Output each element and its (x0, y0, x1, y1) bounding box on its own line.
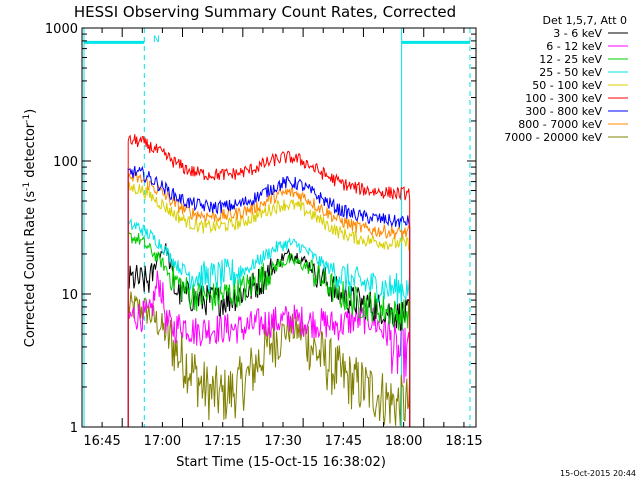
legend-label-6: 300 - 800 keV (525, 105, 602, 118)
x-tick-label: 17:15 (204, 434, 241, 449)
legend-header: Det 1,5,7, Att 0 (543, 14, 627, 27)
timestamp: 15-Oct-2015 20:44 (560, 469, 636, 478)
plot-inner (83, 28, 471, 427)
legend-label-3: 25 - 50 keV (539, 66, 602, 79)
legend-label-5: 100 - 300 keV (525, 92, 602, 105)
y-tick-label: 100 (53, 155, 78, 170)
y-axis: 1 10 100 1000 (45, 22, 476, 436)
y-tick-label: 10 (61, 288, 78, 303)
x-axis: 16:45 17:00 17:15 17:30 17:45 18:00 18:15 (81, 28, 483, 449)
x-tick-label: 17:00 (144, 434, 181, 449)
y-label-sup1: -1 (22, 182, 32, 191)
series-line-5 (127, 134, 411, 427)
x-axis-label: Start Time (15-Oct-15 16:38:02) (176, 455, 386, 470)
y-label-end: ) (23, 109, 38, 114)
y-label-sup2: -1 (22, 114, 32, 123)
series-line-2 (127, 231, 411, 427)
plot-area (83, 28, 471, 427)
x-tick-label: 18:00 (385, 434, 422, 449)
series-line-4 (127, 181, 411, 427)
series-line-8 (127, 291, 411, 427)
series-line-7 (127, 171, 411, 427)
legend-label-7: 800 - 7000 keV (518, 118, 602, 131)
legend-label-8: 7000 - 20000 keV (504, 131, 602, 144)
legend-label-4: 50 - 100 keV (532, 79, 602, 92)
series-line-6 (127, 165, 411, 427)
y-tick-label: 1000 (45, 22, 78, 37)
y-label-main: Corrected Count Rate (s (23, 191, 38, 348)
plot-frame (81, 27, 477, 428)
series-line-1 (127, 270, 411, 427)
legend-label-2: 12 - 25 keV (539, 53, 602, 66)
chart-title: HESSI Observing Summary Count Rates, Cor… (74, 3, 456, 21)
legend-label-1: 6 - 12 keV (546, 40, 602, 53)
x-tick-label: 17:30 (264, 434, 301, 449)
x-tick-label: 18:15 (445, 434, 482, 449)
series-line-3 (127, 218, 411, 427)
x-tick-label: 17:45 (325, 434, 362, 449)
series-line-0 (127, 243, 411, 427)
y-label-mid: detector (23, 122, 38, 182)
x-tick-label: 16:45 (83, 434, 120, 449)
y-tick-label: 1 (70, 421, 78, 436)
y-axis-label: Corrected Count Rate (s-1 detector-1) (22, 109, 38, 347)
annotation-n: N (153, 35, 160, 45)
legend-label-0: 3 - 6 keV (553, 27, 602, 40)
